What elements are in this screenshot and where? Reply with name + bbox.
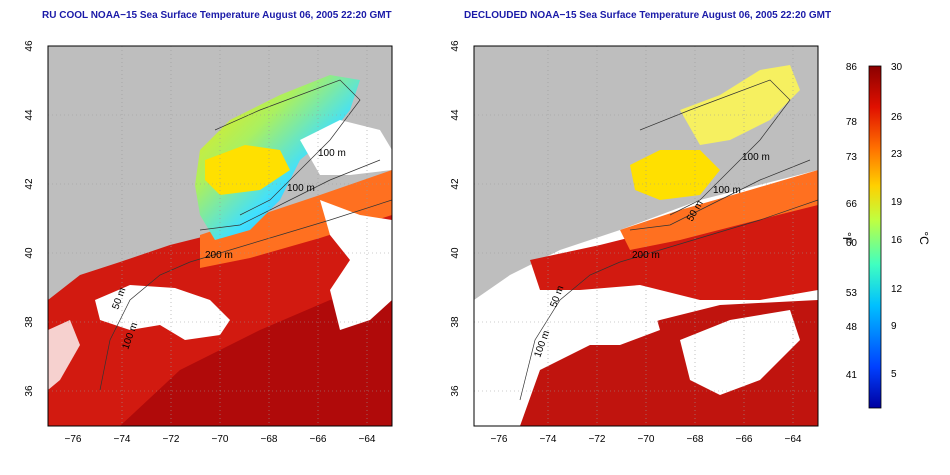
y-tick-label: 40 bbox=[24, 247, 35, 259]
y-tick-label: 36 bbox=[24, 385, 35, 397]
celsius-tick: 26 bbox=[891, 112, 903, 123]
left-panel-title: RU COOL NOAA−15 Sea Surface Temperature … bbox=[42, 10, 392, 21]
celsius-tick: 30 bbox=[891, 62, 903, 73]
fahrenheit-tick: 53 bbox=[846, 288, 858, 299]
left-map: 100 m 100 m 200 m 50 m 100 m bbox=[47, 45, 393, 427]
colorbar: 86 78 73 66 60 53 48 41 30 26 23 19 16 1… bbox=[840, 62, 931, 409]
right-y-axis: 46 44 42 40 38 36 bbox=[450, 40, 461, 397]
colorbar-gradient bbox=[868, 65, 882, 409]
y-tick-label: 38 bbox=[24, 316, 35, 328]
contour-label: 100 m bbox=[318, 148, 346, 159]
y-tick-label: 46 bbox=[24, 40, 35, 52]
x-tick-label: −72 bbox=[163, 434, 180, 445]
x-tick-label: −76 bbox=[491, 434, 508, 445]
isobath-contour-inner bbox=[214, 79, 361, 216]
left-x-axis: −76 −74 −72 −70 −68 −66 −64 bbox=[65, 434, 376, 445]
celsius-tick: 19 bbox=[891, 197, 903, 208]
cloud-patch-large bbox=[95, 285, 230, 340]
x-tick-label: −66 bbox=[736, 434, 753, 445]
x-tick-label: −68 bbox=[261, 434, 278, 445]
x-tick-label: −66 bbox=[310, 434, 327, 445]
ocean-deep-warm bbox=[120, 290, 392, 426]
x-tick-label: −74 bbox=[114, 434, 131, 445]
left-y-axis: 46 44 42 40 38 36 bbox=[24, 40, 35, 397]
right-map: 100 m 100 m 50 m 200 m 50 m 100 m bbox=[473, 45, 819, 427]
cloud-gap bbox=[555, 290, 660, 345]
celsius-tick: 23 bbox=[891, 149, 903, 160]
cloud-patch-east bbox=[320, 200, 392, 330]
x-tick-label: −68 bbox=[687, 434, 704, 445]
y-tick-label: 44 bbox=[450, 109, 461, 121]
x-tick-label: −72 bbox=[589, 434, 606, 445]
y-tick-label: 42 bbox=[450, 178, 461, 190]
fahrenheit-tick: 66 bbox=[846, 199, 858, 210]
contour-label: 100 m bbox=[287, 183, 315, 194]
x-tick-label: −64 bbox=[359, 434, 376, 445]
y-tick-label: 42 bbox=[24, 178, 35, 190]
cool-core bbox=[630, 150, 720, 200]
right-map-frame bbox=[473, 45, 819, 427]
fahrenheit-tick: 86 bbox=[846, 62, 858, 73]
cloud-patch-north bbox=[300, 120, 392, 175]
y-tick-label: 46 bbox=[450, 40, 461, 52]
fahrenheit-tick: 48 bbox=[846, 322, 858, 333]
fahrenheit-tick: 60 bbox=[846, 238, 858, 249]
celsius-tick: 16 bbox=[891, 235, 903, 246]
y-tick-label: 44 bbox=[24, 109, 35, 121]
contour-label: 200 m bbox=[632, 250, 660, 261]
y-tick-label: 40 bbox=[450, 247, 461, 259]
right-panel-title: DECLOUDED NOAA−15 Sea Surface Temperatur… bbox=[464, 10, 832, 21]
shelf-warm-band bbox=[200, 170, 392, 268]
shelf-warm-band bbox=[620, 170, 818, 250]
right-x-axis: −76 −74 −72 −70 −68 −66 −64 bbox=[491, 434, 802, 445]
fahrenheit-tick: 78 bbox=[846, 117, 858, 128]
contour-label: 100 m bbox=[742, 152, 770, 163]
celsius-tick: 5 bbox=[891, 369, 897, 380]
x-tick-label: −76 bbox=[65, 434, 82, 445]
y-tick-label: 36 bbox=[450, 385, 461, 397]
x-tick-label: −70 bbox=[638, 434, 655, 445]
isobath-contour bbox=[519, 199, 818, 401]
gulf-of-maine-cool bbox=[680, 65, 800, 145]
fahrenheit-tick: 41 bbox=[846, 370, 858, 381]
isobath-contour-inner bbox=[639, 79, 791, 216]
isobath-contour bbox=[99, 199, 392, 391]
x-tick-label: −64 bbox=[785, 434, 802, 445]
contour-label: 200 m bbox=[205, 250, 233, 261]
x-tick-label: −70 bbox=[212, 434, 229, 445]
left-map-frame bbox=[47, 45, 393, 427]
x-tick-label: −74 bbox=[540, 434, 557, 445]
isobath-contour-shelf bbox=[629, 159, 811, 231]
fahrenheit-tick: 73 bbox=[846, 152, 858, 163]
coastline-detail bbox=[48, 320, 80, 390]
celsius-unit-label: °C bbox=[917, 231, 931, 245]
celsius-tick: 9 bbox=[891, 321, 897, 332]
contour-label: 100 m bbox=[713, 185, 741, 196]
y-tick-label: 38 bbox=[450, 316, 461, 328]
fahrenheit-unit-label: °F bbox=[840, 232, 854, 244]
celsius-tick: 12 bbox=[891, 284, 903, 295]
isobath-contour-shelf bbox=[199, 159, 381, 231]
cloud-gap-east bbox=[680, 310, 800, 395]
